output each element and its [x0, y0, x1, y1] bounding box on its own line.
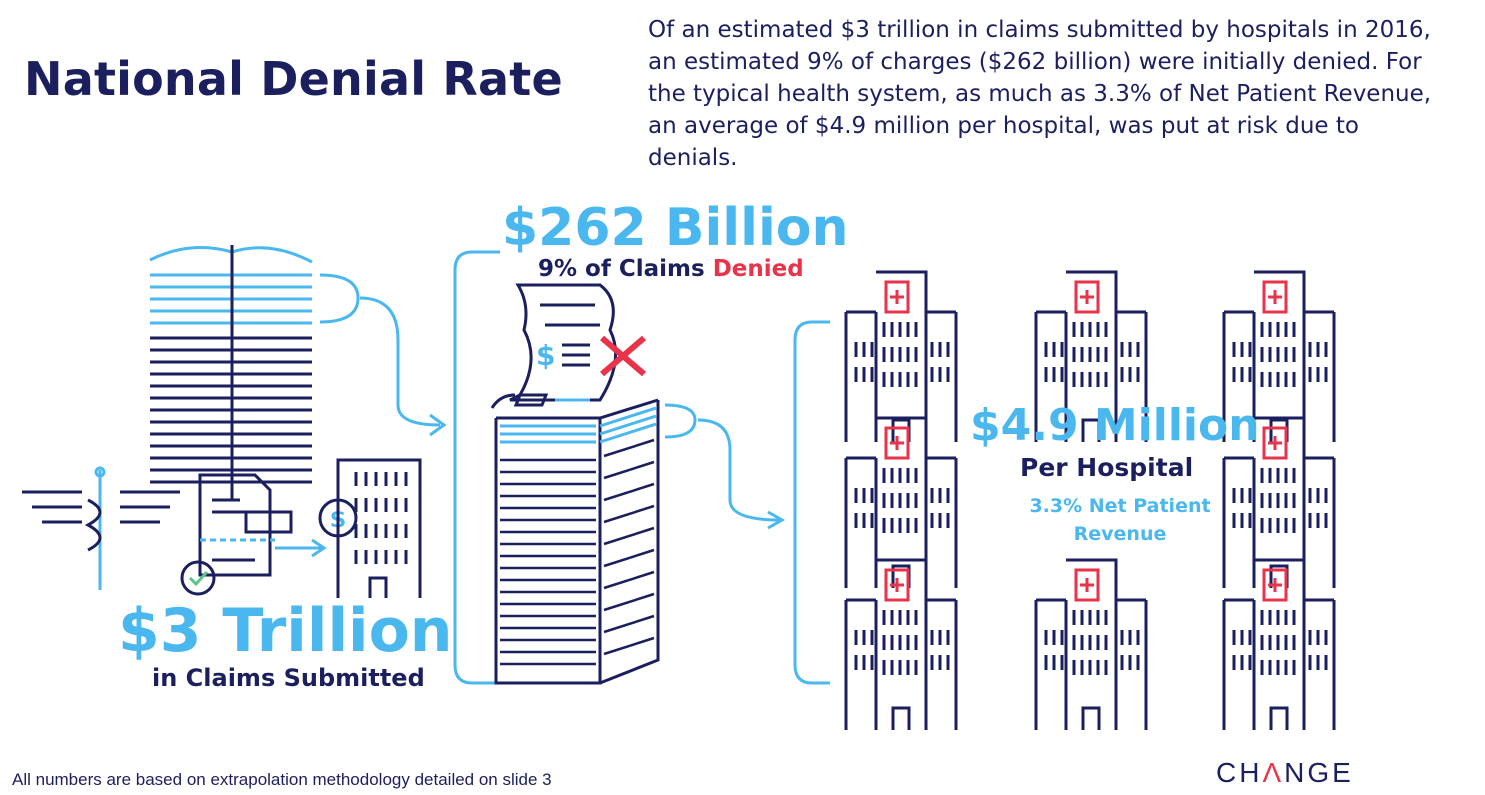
footnote: All numbers are based on extrapolation m…: [12, 770, 552, 789]
net-patient-revenue-note: 3.3% Net Patient Revenue: [1029, 495, 1211, 545]
per-hospital-value: $4.9 Million: [970, 400, 1260, 451]
intro-paragraph: Of an estimated $3 trillion in claims su…: [648, 17, 1432, 171]
svg-text:$: $: [536, 339, 555, 372]
hospital-icon: [1034, 558, 1148, 732]
flow-arrow: [275, 538, 327, 558]
hospital-icon: [1222, 558, 1336, 732]
claims-submitted-label: in Claims Submitted: [152, 664, 425, 692]
per-hospital-label: Per Hospital: [1020, 453, 1194, 482]
denied-highlight: Denied: [712, 256, 804, 282]
hospital-icon: [844, 416, 958, 590]
invoice-icon: [198, 473, 293, 577]
logo-part: NGE: [1284, 757, 1354, 788]
claims-denied-label-prefix: 9% of Claims: [538, 256, 713, 282]
middle-bracket: [453, 250, 500, 685]
slide-title: National Denial Rate: [24, 52, 563, 106]
hospital-icon: [844, 558, 958, 732]
office-building-icon: [336, 458, 422, 598]
right-bracket: [793, 320, 830, 685]
check-icon: [180, 560, 216, 596]
paper-stack-icon: [494, 398, 786, 685]
caduceus-icon: [22, 466, 180, 590]
claims-denied-value: $262 Billion: [502, 198, 849, 258]
skyscraper-icon: [149, 245, 447, 500]
logo-accent: Ʌ: [1262, 757, 1285, 788]
claims-denied-label: 9% of Claims Denied: [538, 256, 804, 282]
claims-submitted-value: $3 Trillion: [118, 596, 453, 666]
denied-claim-icon: $: [490, 283, 646, 409]
change-logo: CHɅNGE: [1216, 757, 1354, 789]
logo-part: CH: [1216, 757, 1263, 788]
